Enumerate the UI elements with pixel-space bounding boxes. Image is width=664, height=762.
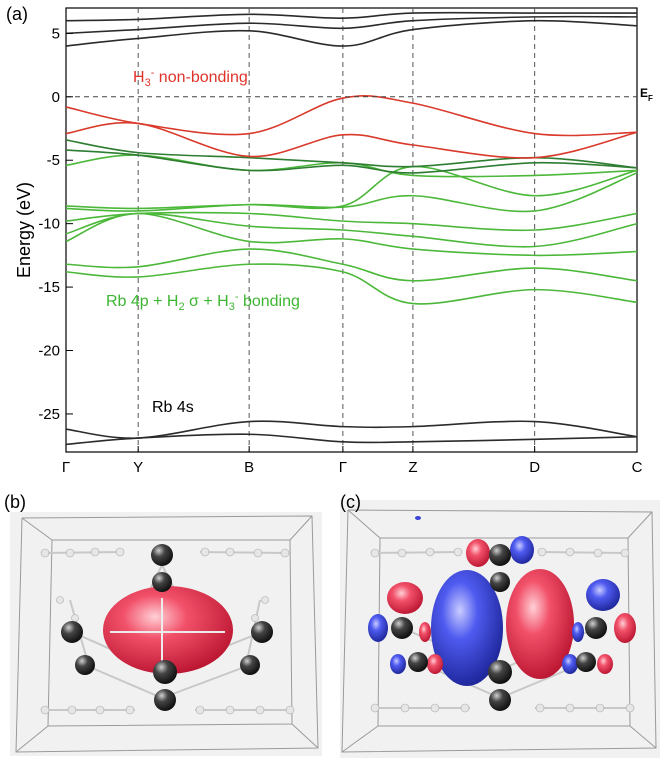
- y-tick-label: 0: [52, 89, 60, 106]
- panel-c-cell-outline: [341, 509, 657, 753]
- plot-frame: [65, 7, 638, 453]
- kpoint-label: Y: [133, 459, 143, 476]
- h3-orbital-lobe: [103, 586, 233, 674]
- band-line: [65, 19, 638, 47]
- y-tick-label: -10: [38, 216, 60, 233]
- band-line: [65, 420, 638, 439]
- kpoint-label: Z: [408, 459, 417, 476]
- panel-a-label: (a): [6, 4, 28, 24]
- band-line: [65, 95, 638, 137]
- panel-c-rb-atoms: [391, 544, 607, 711]
- rb4p-part2: σ + H: [185, 293, 229, 310]
- high-symmetry-lines: [137, 8, 536, 452]
- rb4p-sup2: -: [235, 291, 239, 303]
- band-line: [65, 248, 638, 282]
- band-line: [65, 149, 638, 174]
- h3-sub: 3: [145, 77, 151, 89]
- panel-b-h-atoms: [40, 547, 295, 715]
- y-tick-label: -25: [38, 406, 60, 423]
- kpoint-label: B: [244, 459, 254, 476]
- fermi-label: EF: [640, 86, 653, 103]
- rb4p-part1: Rb 4p + H: [106, 293, 178, 310]
- band-line: [65, 139, 638, 169]
- rb4p-part3: bonding: [239, 293, 300, 310]
- band-line: [65, 165, 638, 210]
- band-line: [65, 121, 638, 159]
- rb4s-label: Rb 4s: [152, 399, 194, 416]
- band-line: [65, 263, 638, 305]
- kpoint-label: Γ: [62, 459, 70, 476]
- band-line: [65, 212, 638, 248]
- y-tick-label: 5: [52, 25, 60, 42]
- band-line: [65, 11, 637, 22]
- band-line: [65, 211, 638, 232]
- kpoint-label: Γ: [339, 459, 347, 476]
- panel-c-label: (c): [340, 492, 361, 512]
- rb4p-sub2: 3: [229, 301, 235, 313]
- panel-c-orbital-render: (c): [340, 492, 660, 758]
- rb4p-sub1: 2: [178, 301, 184, 313]
- panel-b-cell-outline: [15, 515, 319, 753]
- panel-c-orbital-lobes: [368, 516, 636, 686]
- h3-rest: non-bonding: [154, 69, 247, 86]
- band-line: [65, 433, 638, 446]
- h3-main: H: [133, 69, 145, 86]
- band-line: [65, 212, 638, 257]
- panel-c-h-atoms: [370, 547, 635, 713]
- fermi-label-sub: F: [648, 94, 653, 103]
- kpoint-label: D: [529, 459, 540, 476]
- h3-sup: -: [151, 67, 155, 79]
- rb4p-bonding-label: Rb 4p + H2 σ + H3- bonding: [106, 291, 300, 313]
- band-line: [65, 15, 638, 35]
- y-axis-title: Energy (eV): [14, 182, 34, 278]
- panel-b-rb-atoms: [61, 544, 273, 711]
- band-line: [65, 172, 638, 213]
- y-ticks: 5 0 -5 -10 -15 -20 -25: [38, 25, 73, 423]
- panel-b-orbital-render: (b): [0, 488, 330, 762]
- panel-b-inner-bonds: [110, 598, 225, 668]
- y-tick-label: -15: [38, 279, 60, 296]
- kpoint-label: C: [632, 459, 643, 476]
- y-tick-label: -5: [47, 152, 60, 169]
- h3-nonbonding-label: H3- non-bonding: [133, 67, 248, 89]
- fermi-label-main: E: [640, 86, 648, 100]
- band-lines: [65, 11, 638, 446]
- y-tick-label: -20: [38, 343, 60, 360]
- panel-b-label: (b): [4, 492, 26, 512]
